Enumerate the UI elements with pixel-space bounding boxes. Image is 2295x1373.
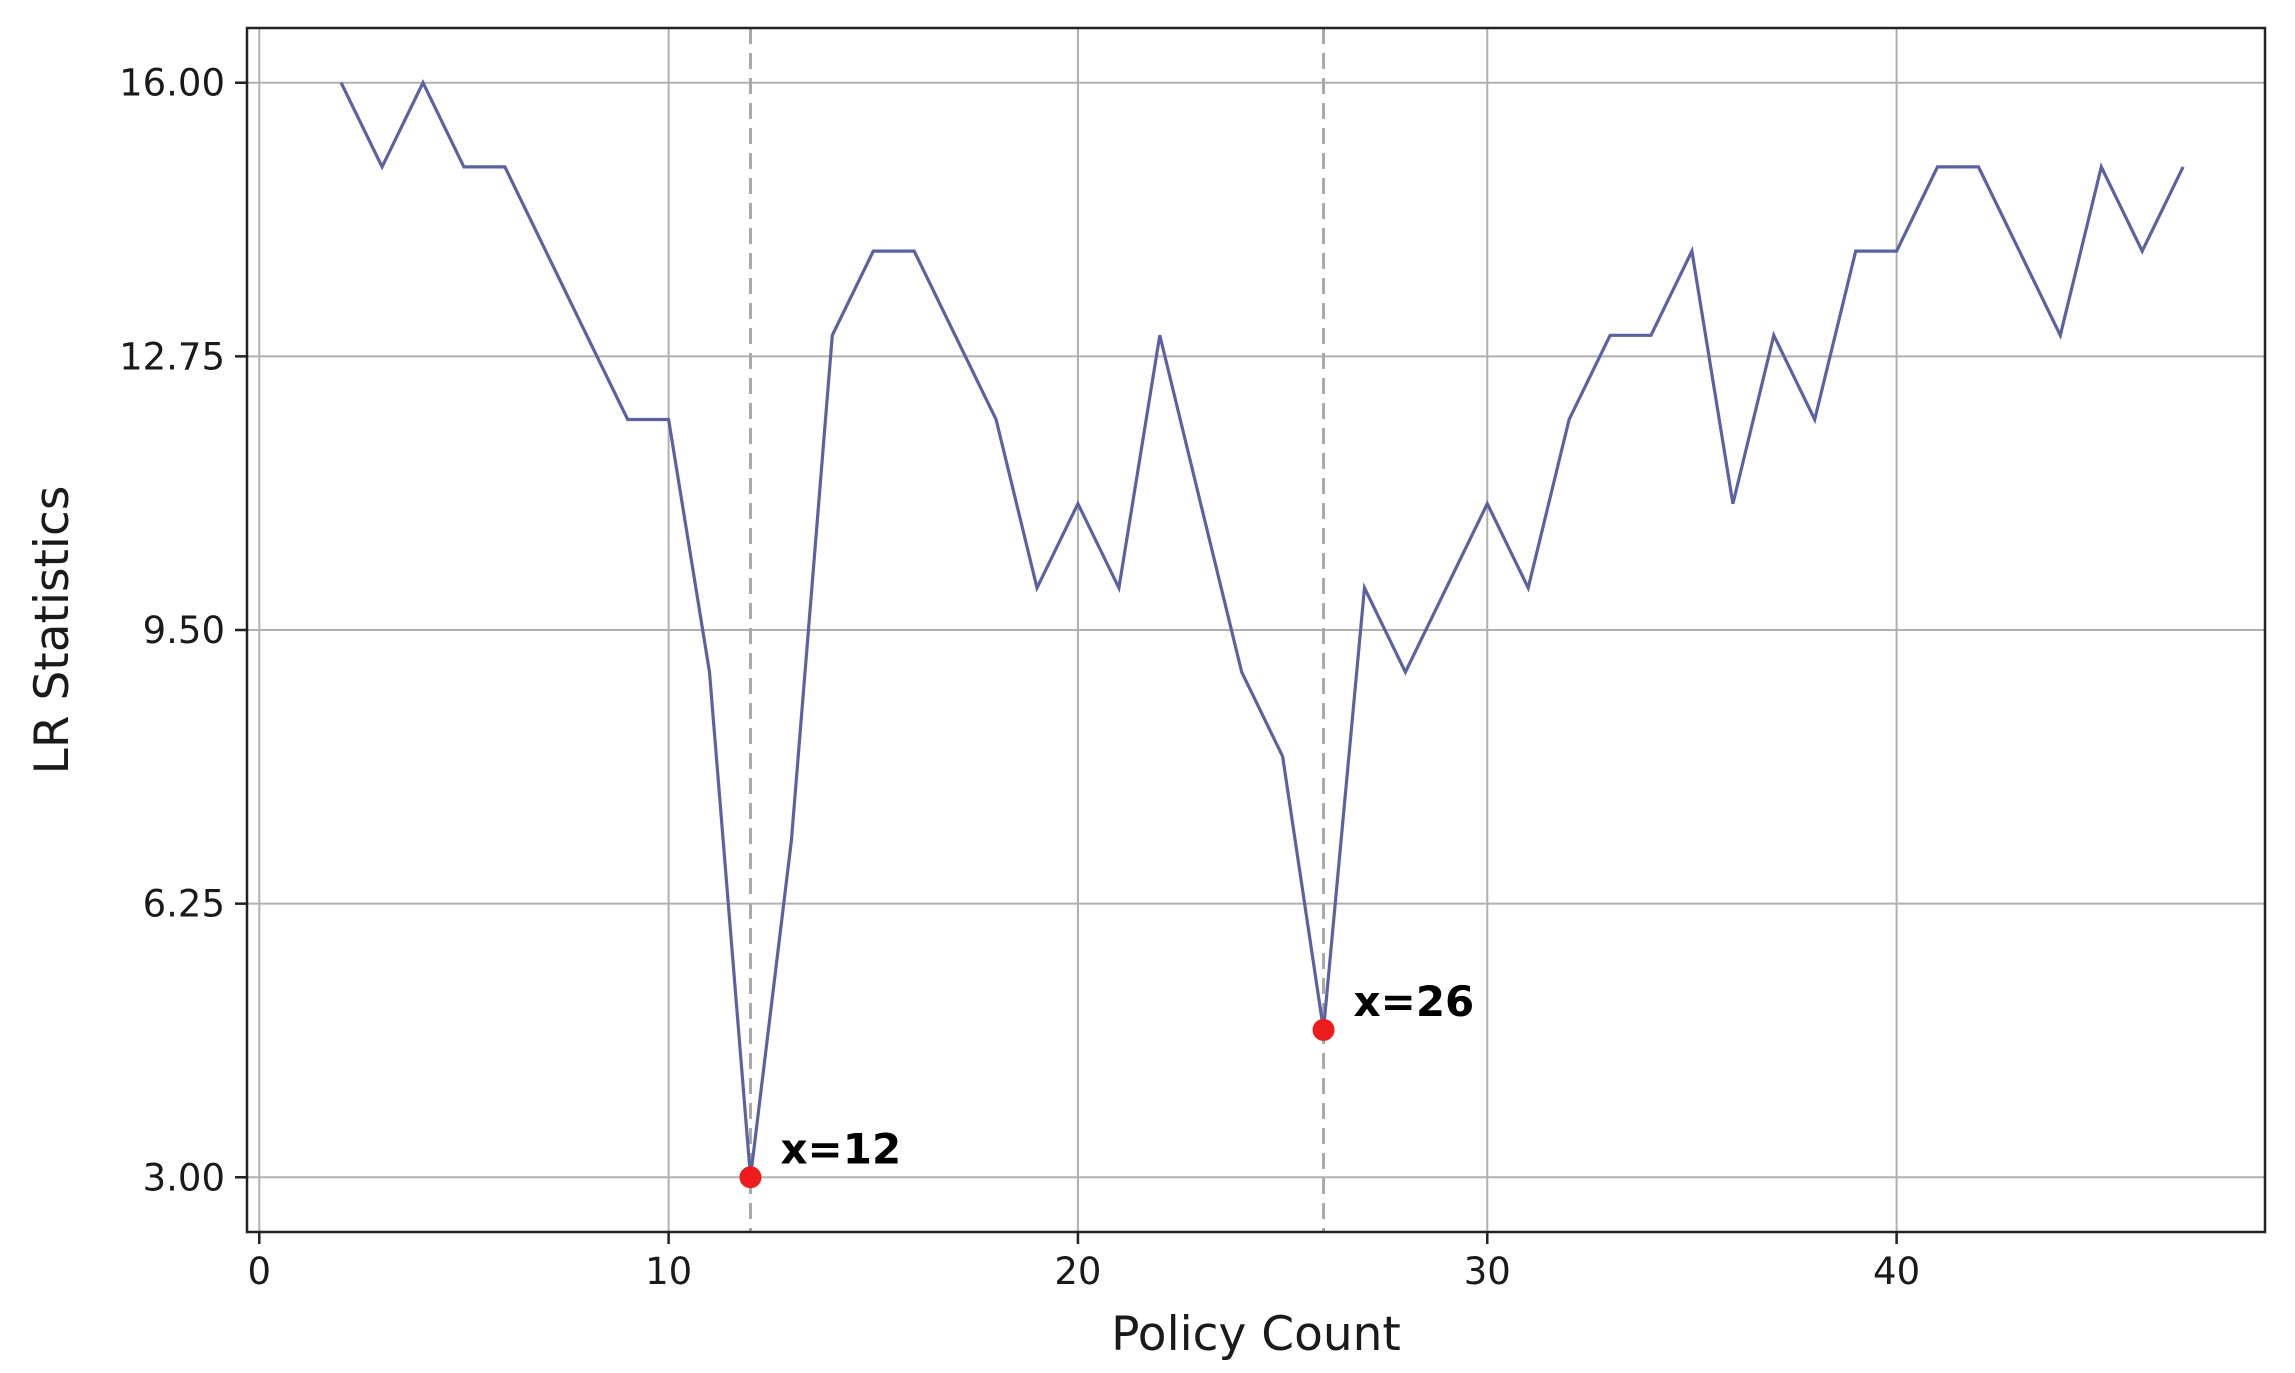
- x-tick-label: 20: [1054, 1250, 1101, 1293]
- annotation-label: x=12: [780, 1124, 901, 1173]
- series-layer: [339, 79, 2185, 1178]
- y-tick-label: 12.75: [119, 335, 225, 378]
- y-tick-label: 16.00: [119, 62, 225, 105]
- y-axis-title: LR Statistics: [25, 486, 80, 775]
- annotation-markers: x=12 x=26: [739, 977, 1475, 1189]
- x-axis-title: Policy Count: [1111, 1307, 1401, 1362]
- min-point-marker: [1312, 1018, 1335, 1041]
- grid-lines: [247, 28, 2265, 1232]
- x-tick-label: 10: [645, 1250, 692, 1293]
- x-tick-label: 30: [1464, 1250, 1511, 1293]
- x-tick-label: 40: [1873, 1250, 1920, 1293]
- axis-ticks: 0 10 20 30 40 3.00 6.25 9.50 12.75 16.00: [119, 62, 1920, 1293]
- annotation-label: x=26: [1354, 977, 1475, 1026]
- y-tick-label: 6.25: [143, 883, 225, 926]
- y-tick-label: 9.50: [143, 609, 225, 652]
- x-tick-label: 0: [248, 1250, 272, 1293]
- min-point-marker: [739, 1166, 762, 1189]
- series-line: [339, 79, 2185, 1178]
- y-tick-label: 3.00: [143, 1156, 225, 1199]
